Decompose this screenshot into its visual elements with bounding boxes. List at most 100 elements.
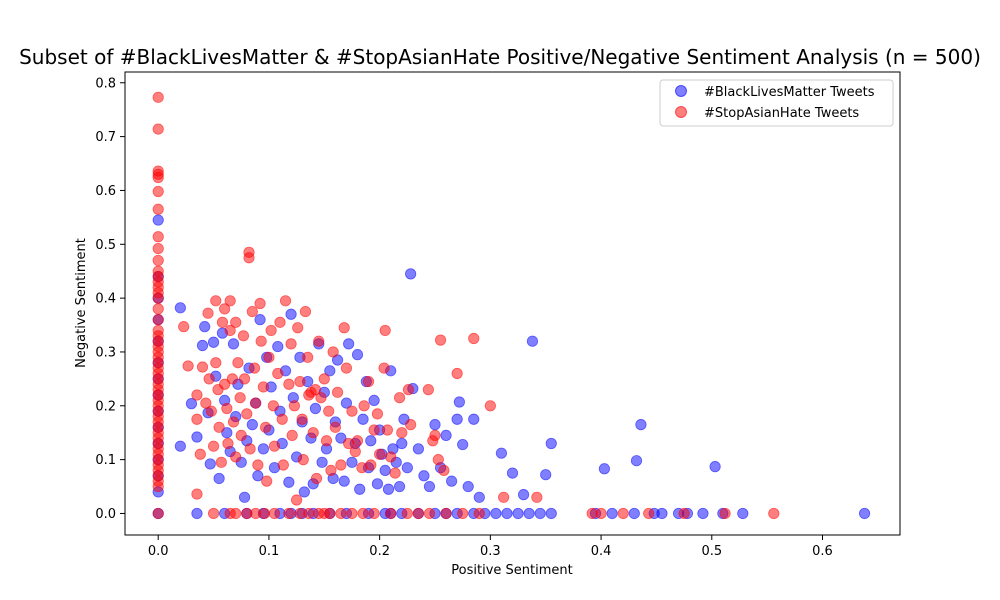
data-point-sah-176 <box>335 507 347 520</box>
data-point-sah-118 <box>309 384 322 396</box>
data-point-sah-62 <box>210 357 222 369</box>
data-point-sah-98 <box>268 440 281 452</box>
data-point-blm-116 <box>630 455 643 467</box>
y-tick-label-5: 0.5 <box>95 238 116 253</box>
legend-label-blm: #BlackLivesMatter Tweets <box>704 85 875 100</box>
x-axis-ticks: 0.0 0.1 0.2 0.3 0.4 0.5 0.6 <box>148 535 833 559</box>
data-point-blm-40 <box>254 314 266 326</box>
data-point-sah-51 <box>191 488 203 500</box>
data-point-sah-5 <box>152 185 164 198</box>
data-point-sah-172 <box>303 507 315 520</box>
data-point-sah-53 <box>191 413 203 425</box>
data-point-sah-104 <box>283 378 295 390</box>
data-point-sah-50 <box>182 360 194 372</box>
data-point-sah-75 <box>230 316 242 328</box>
data-point-blm-96 <box>412 443 424 455</box>
data-point-sah-54 <box>194 448 206 460</box>
data-point-sah-117 <box>307 427 319 439</box>
data-point-sah-156 <box>434 334 447 346</box>
data-point-blm-143 <box>534 507 546 520</box>
data-point-blm-23 <box>207 336 220 348</box>
x-tick-label-2: 0.2 <box>369 544 390 559</box>
data-point-sah-140 <box>368 424 380 436</box>
data-point-blm-77 <box>357 413 369 425</box>
legend-label-sah: #StopAsianHate Tweets <box>704 106 859 121</box>
data-point-sah-131 <box>340 362 353 374</box>
x-tick-label-3: 0.3 <box>480 544 501 559</box>
data-point-blm-17 <box>185 398 198 410</box>
data-point-sah-189 <box>617 507 629 520</box>
data-point-sah-151 <box>405 419 417 431</box>
data-point-sah-128 <box>331 386 344 398</box>
data-point-blm-140 <box>501 507 513 520</box>
data-point-sah-152 <box>422 384 434 396</box>
data-point-sah-192 <box>719 507 731 520</box>
data-point-sah-60 <box>207 440 220 452</box>
data-point-blm-142 <box>523 507 535 520</box>
data-point-sah-188 <box>595 507 607 520</box>
data-point-blm-65 <box>324 365 336 377</box>
data-point-sah-142 <box>374 448 386 460</box>
data-point-blm-155 <box>858 507 871 520</box>
data-point-blm-85 <box>379 464 391 476</box>
data-point-sah-170 <box>283 507 295 520</box>
x-axis-label: Positive Sentiment <box>451 563 572 578</box>
data-point-sah-181 <box>401 507 413 520</box>
data-point-blm-110 <box>506 467 519 479</box>
data-point-sah-94 <box>261 475 273 487</box>
data-point-sah-138 <box>362 375 375 388</box>
data-point-blm-98 <box>423 480 436 493</box>
data-point-sah-184 <box>440 507 452 520</box>
data-point-sah-190 <box>643 507 655 520</box>
data-point-blm-104 <box>453 396 465 408</box>
data-point-blm-56 <box>298 486 310 498</box>
x-tick-label-1: 0.1 <box>259 544 280 559</box>
data-point-sah-158 <box>451 367 463 380</box>
data-point-sah-91 <box>255 335 267 347</box>
data-point-blm-90 <box>393 480 406 493</box>
x-tick-label-6: 0.6 <box>812 544 833 559</box>
data-point-blm-101 <box>440 429 452 441</box>
data-point-sah-55 <box>196 361 209 373</box>
data-point-sah-139 <box>365 459 377 471</box>
data-point-sah-82 <box>241 408 253 420</box>
data-point-blm-62 <box>316 456 328 468</box>
data-point-sah-180 <box>385 507 397 520</box>
chart-legend: #BlackLivesMatter Tweets #StopAsianHate … <box>659 79 894 127</box>
data-point-sah-157 <box>438 464 450 476</box>
data-point-sah-48 <box>152 507 164 520</box>
data-point-blm-51 <box>285 308 297 320</box>
data-point-sah-125 <box>325 464 337 476</box>
data-point-blm-25 <box>213 472 225 485</box>
data-point-blm-18 <box>191 431 203 443</box>
data-point-sah-108 <box>291 494 303 506</box>
data-point-sah-103 <box>279 295 292 307</box>
data-point-sah-105 <box>285 338 297 350</box>
data-point-blm-41 <box>257 443 269 455</box>
data-point-sah-86 <box>246 305 258 318</box>
data-point-sah-155 <box>432 454 444 466</box>
data-point-sah-165 <box>230 507 242 520</box>
x-tick-label-0: 0.0 <box>148 544 169 559</box>
data-point-sah-127 <box>329 421 341 433</box>
chart-title: Subset of #BlackLivesMatter & #StopAsian… <box>19 45 981 69</box>
y-tick-label-8: 0.8 <box>95 76 116 91</box>
data-point-sah-9 <box>152 254 164 267</box>
data-point-blm-71 <box>340 397 353 409</box>
data-point-blm-82 <box>371 478 384 490</box>
data-point-sah-64 <box>213 421 225 433</box>
data-point-sah-150 <box>402 384 415 396</box>
data-point-sah-16 <box>152 303 164 315</box>
data-point-blm-109 <box>495 447 508 459</box>
y-tick-label-2: 0.2 <box>95 399 116 414</box>
data-point-sah-163 <box>207 507 220 520</box>
x-tick-label-4: 0.4 <box>591 544 612 559</box>
data-point-sah-135 <box>351 435 364 447</box>
data-point-sah-168 <box>258 507 271 520</box>
y-tick-label-7: 0.7 <box>95 130 116 145</box>
data-point-sah-67 <box>219 303 231 315</box>
data-point-sah-133 <box>346 405 358 417</box>
data-point-blm-30 <box>227 338 240 350</box>
data-point-sah-126 <box>327 346 339 358</box>
data-point-sah-146 <box>385 451 397 463</box>
